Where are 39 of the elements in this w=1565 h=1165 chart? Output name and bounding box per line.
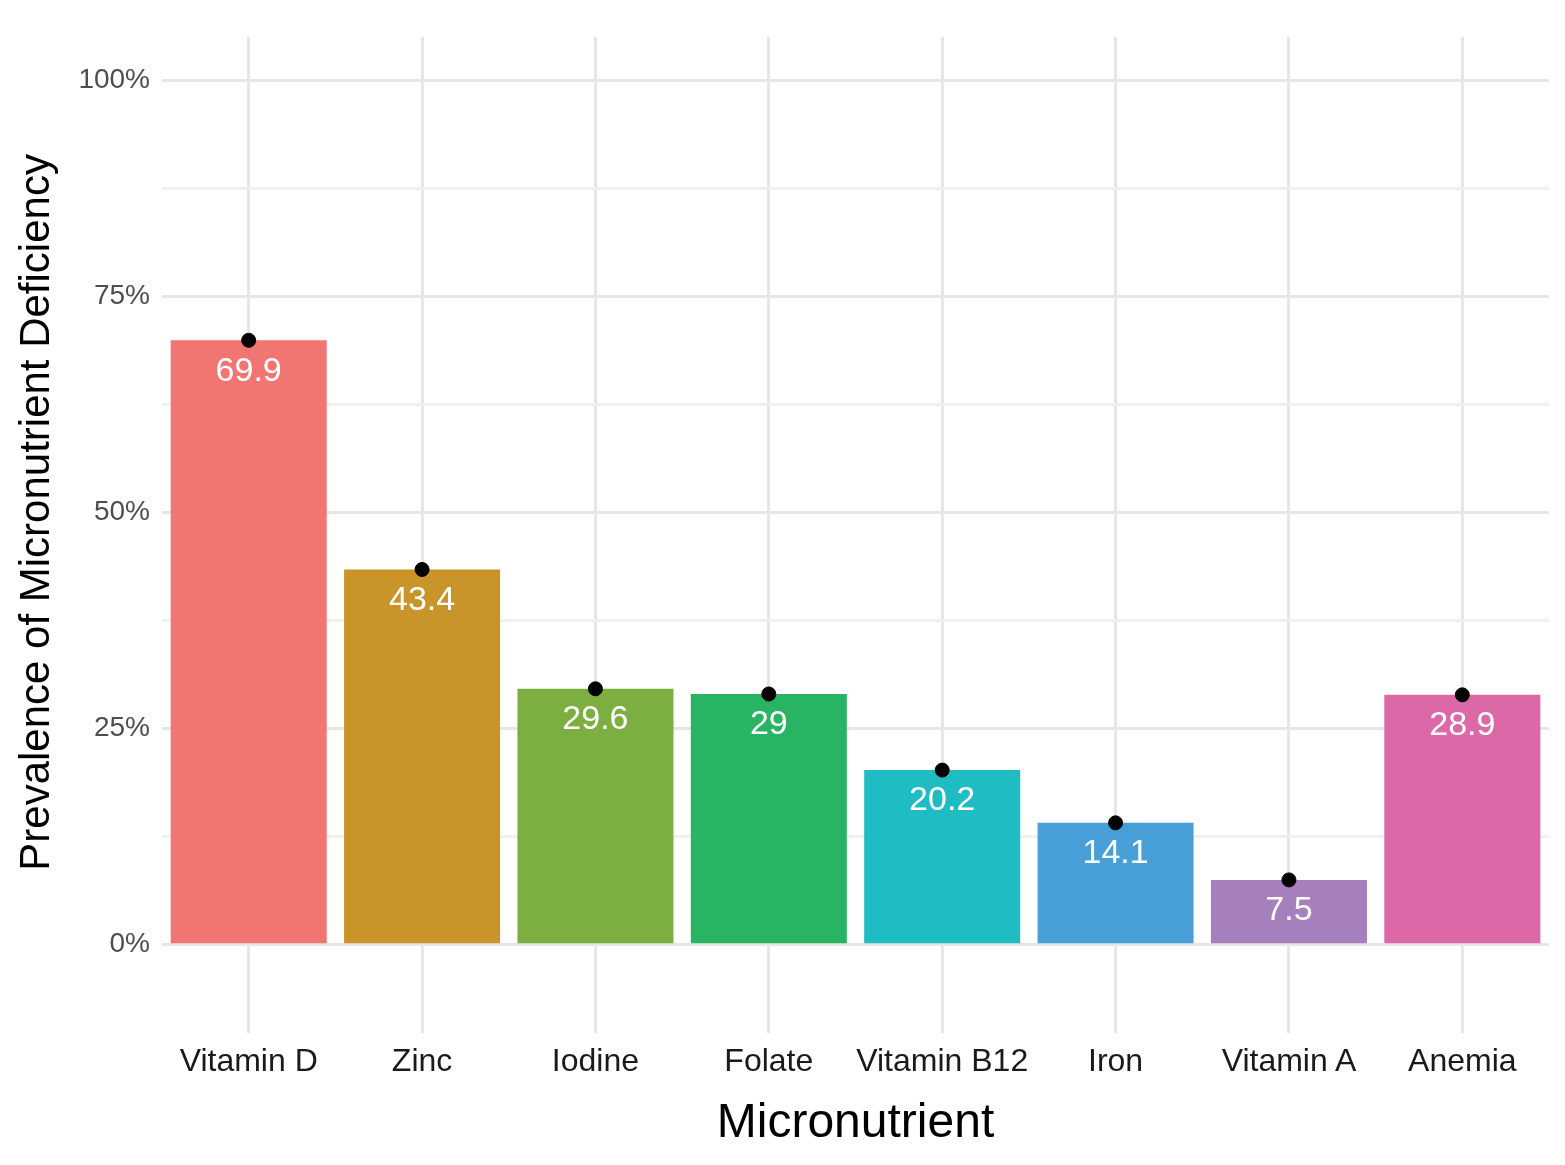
point bbox=[1281, 872, 1297, 888]
data-label: 14.1 bbox=[1082, 832, 1149, 871]
bar bbox=[344, 569, 501, 944]
y-tick-label: 100% bbox=[78, 62, 151, 94]
point bbox=[1454, 687, 1470, 703]
data-label: 20.2 bbox=[909, 779, 976, 818]
x-tick-label: Vitamin B12 bbox=[856, 1042, 1029, 1079]
data-label: 7.5 bbox=[1265, 889, 1313, 928]
bar bbox=[170, 340, 327, 944]
point bbox=[761, 686, 777, 702]
x-tick-label: Iron bbox=[1088, 1042, 1144, 1079]
bar bbox=[864, 770, 1021, 944]
x-axis-title: Micronutrient bbox=[716, 1094, 995, 1148]
y-tick-label: 25% bbox=[93, 711, 151, 743]
x-tick-label: Vitamin A bbox=[1221, 1042, 1357, 1079]
bar bbox=[517, 688, 674, 944]
point bbox=[934, 762, 950, 778]
data-label: 29.6 bbox=[562, 698, 629, 737]
data-label: 28.9 bbox=[1429, 704, 1496, 743]
bar bbox=[1037, 822, 1194, 944]
x-tick-label: Vitamin D bbox=[179, 1042, 318, 1079]
x-tick-label: Zinc bbox=[391, 1042, 453, 1079]
point bbox=[1108, 815, 1124, 831]
y-tick-label: 0% bbox=[109, 927, 151, 959]
x-tick-label: Anemia bbox=[1408, 1042, 1517, 1079]
bar bbox=[1384, 694, 1541, 944]
point bbox=[587, 681, 603, 697]
x-tick-label: Folate bbox=[724, 1042, 814, 1079]
bar bbox=[1210, 879, 1367, 944]
x-tick-label: Iodine bbox=[551, 1042, 640, 1079]
data-label: 43.4 bbox=[388, 578, 456, 617]
y-tick-label: 75% bbox=[93, 278, 151, 310]
point bbox=[414, 561, 430, 577]
y-tick-label: 50% bbox=[93, 495, 151, 527]
data-label: 29 bbox=[749, 703, 788, 742]
point bbox=[241, 332, 257, 348]
bar bbox=[690, 693, 847, 944]
y-axis-title: Prevalence of Micronutrient Deficiency bbox=[10, 154, 58, 871]
data-label: 69.9 bbox=[215, 349, 282, 388]
